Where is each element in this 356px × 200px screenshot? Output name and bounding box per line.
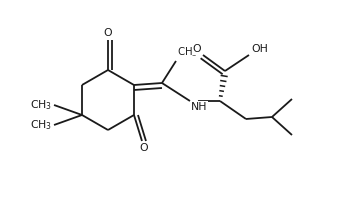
Text: CH$_3$: CH$_3$ (30, 98, 52, 112)
Text: CH$_3$: CH$_3$ (177, 45, 198, 59)
Text: O: O (104, 28, 112, 38)
Text: OH: OH (251, 44, 268, 54)
Text: O: O (192, 44, 201, 54)
Text: NH: NH (191, 102, 208, 112)
Text: CH$_3$: CH$_3$ (30, 118, 52, 132)
Text: O: O (140, 143, 148, 153)
